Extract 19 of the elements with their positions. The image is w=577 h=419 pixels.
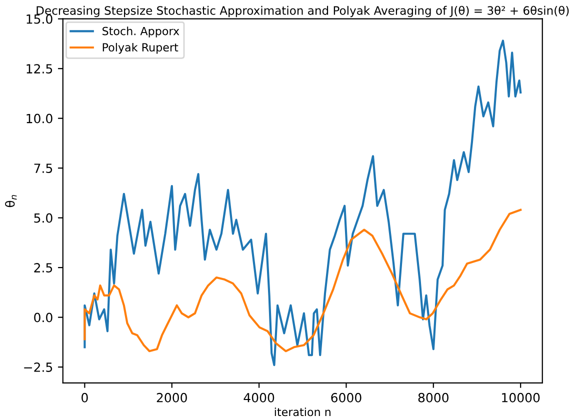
y-axis-title: θ$_{n}$: [5, 195, 17, 208]
y-tick-label: 5.0: [34, 213, 52, 223]
y-tick-label: −2.5: [24, 362, 52, 372]
legend-label: Stoch. Apporx: [102, 26, 180, 38]
line-series: [84, 208, 522, 352]
legend-label: Polyak Rupert: [102, 42, 178, 54]
x-tick-label: 8000: [418, 392, 448, 402]
x-tick-label: 4000: [244, 392, 274, 402]
y-tick-label: 2.5: [34, 263, 52, 272]
x-axis-title: iteration n: [274, 408, 330, 416]
y-tick-label: 0.0: [34, 312, 52, 322]
line-series: [84, 40, 522, 366]
x-tick-label: 6000: [331, 392, 362, 402]
x-tick-label: 10000: [502, 392, 540, 402]
y-tick-label: 12.5: [26, 64, 52, 74]
y-tick-label: 10.0: [26, 114, 52, 124]
x-tick-label: 2000: [156, 392, 187, 402]
y-tick-label: 7.5: [34, 164, 52, 174]
x-tick-label: 0: [82, 392, 88, 402]
